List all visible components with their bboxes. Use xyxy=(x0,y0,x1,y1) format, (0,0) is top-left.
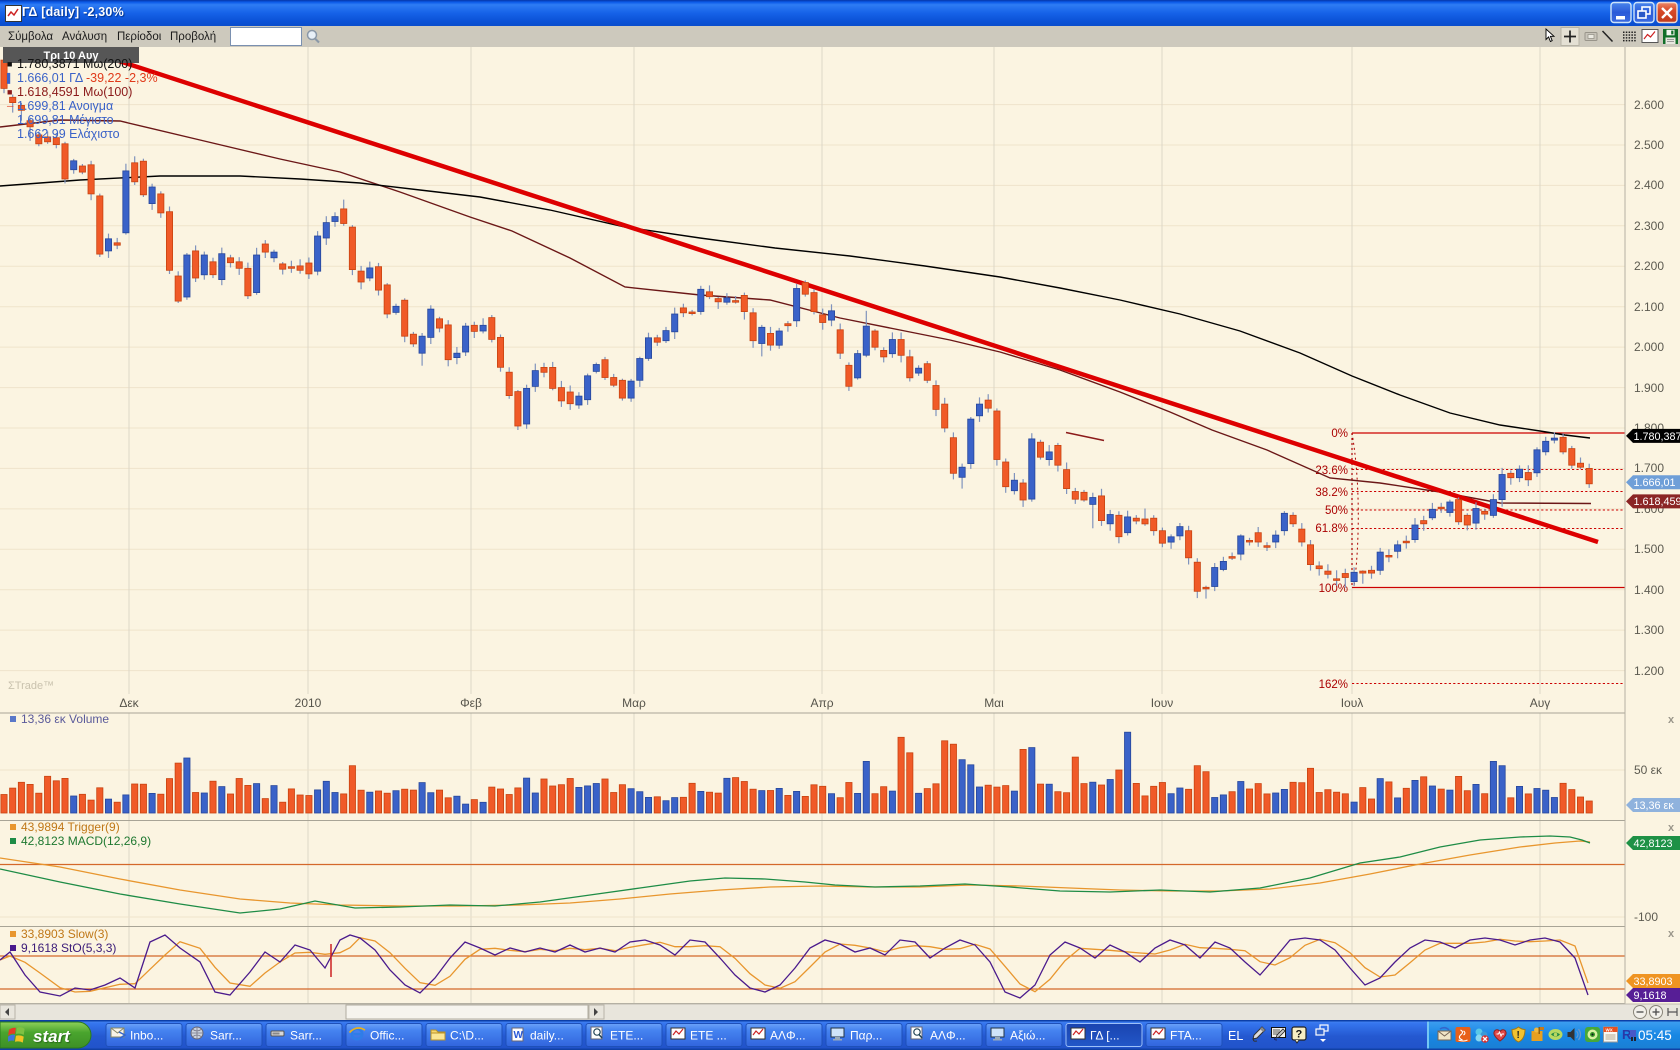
svg-text:2.500: 2.500 xyxy=(1634,138,1664,152)
svg-text:W: W xyxy=(514,1030,524,1041)
svg-text:50%: 50% xyxy=(1325,505,1348,517)
svg-text:daily...: daily... xyxy=(530,1029,564,1043)
svg-text:Αξιώ...: Αξιώ... xyxy=(1010,1029,1045,1043)
svg-text:ETE ...: ETE ... xyxy=(690,1029,727,1043)
svg-text:Απρ: Απρ xyxy=(810,696,833,710)
svg-text:!: ! xyxy=(1517,1030,1520,1041)
svg-text:1.400: 1.400 xyxy=(1634,583,1664,597)
svg-text:38.2%: 38.2% xyxy=(1315,487,1348,499)
svg-text:2.000: 2.000 xyxy=(1634,340,1664,354)
svg-text:1.666,01: 1.666,01 xyxy=(1634,477,1676,489)
svg-text:ΑΛΦ...: ΑΛΦ... xyxy=(770,1029,806,1043)
svg-text:13,36 εκ Volume: 13,36 εκ Volume xyxy=(21,712,109,726)
svg-text:1.618,4591 Μω(100): 1.618,4591 Μω(100) xyxy=(17,85,132,99)
svg-text:2010: 2010 xyxy=(295,696,322,710)
svg-text:x: x xyxy=(1668,714,1675,726)
svg-text:42,8123: 42,8123 xyxy=(1634,838,1673,850)
svg-text:1.699,81 Μέγιστο: 1.699,81 Μέγιστο xyxy=(17,113,114,127)
svg-text:1.700: 1.700 xyxy=(1634,461,1664,475)
svg-text:43,9894 Trigger(9): 43,9894 Trigger(9) xyxy=(21,820,120,834)
svg-text:EL: EL xyxy=(1228,1029,1243,1043)
svg-text:■: ■ xyxy=(7,59,12,69)
svg-text:2.300: 2.300 xyxy=(1634,219,1664,233)
svg-text:162%: 162% xyxy=(1319,679,1348,691)
svg-text:9,1618 StO(5,3,3): 9,1618 StO(5,3,3) xyxy=(21,941,116,955)
svg-text:ΣTrade™: ΣTrade™ xyxy=(8,680,54,692)
svg-text:33,8903 Slow(3): 33,8903 Slow(3) xyxy=(21,927,108,941)
svg-text:05:45: 05:45 xyxy=(1638,1028,1672,1043)
svg-text:50 εκ: 50 εκ xyxy=(1634,763,1663,777)
svg-text:33,8903: 33,8903 xyxy=(1634,976,1673,988)
svg-text:Offic...: Offic... xyxy=(370,1029,404,1043)
svg-text:FTA...: FTA... xyxy=(1170,1029,1202,1043)
svg-text:42,8123 MACD(12,26,9): 42,8123 MACD(12,26,9) xyxy=(21,834,151,848)
svg-text:Μαι: Μαι xyxy=(984,696,1004,710)
svg-text:1.780,387: 1.780,387 xyxy=(1634,431,1680,443)
svg-text:R: R xyxy=(1622,1027,1632,1042)
svg-text:ΕΤΕ...: ΕΤΕ... xyxy=(610,1029,643,1043)
svg-text:Παρ...: Παρ... xyxy=(850,1029,882,1043)
svg-text:2.600: 2.600 xyxy=(1634,98,1664,112)
svg-text:100%: 100% xyxy=(1319,583,1348,595)
svg-text:1.662,99 Ελάχιστο: 1.662,99 Ελάχιστο xyxy=(17,127,120,141)
svg-text:ΓΔ [...: ΓΔ [... xyxy=(1090,1029,1120,1043)
svg-text:▌: ▌ xyxy=(7,72,13,84)
svg-text:x: x xyxy=(1668,822,1675,834)
svg-text:1.500: 1.500 xyxy=(1634,542,1664,556)
svg-text:ΑΛΦ...: ΑΛΦ... xyxy=(930,1029,966,1043)
svg-text:?: ? xyxy=(1296,1029,1303,1041)
svg-text:9,1618: 9,1618 xyxy=(1634,990,1667,1002)
svg-text:Φεβ: Φεβ xyxy=(460,696,482,710)
svg-text:1.300: 1.300 xyxy=(1634,623,1664,637)
svg-text:0%: 0% xyxy=(1331,428,1348,440)
svg-text:Δεκ: Δεκ xyxy=(119,696,139,710)
svg-text:Τρι 10 Αυγ: Τρι 10 Αυγ xyxy=(44,50,100,62)
svg-text:1.666,01 ΓΔ -39,22 -2,3%: 1.666,01 ΓΔ -39,22 -2,3% xyxy=(17,71,158,85)
svg-text:23.6%: 23.6% xyxy=(1315,465,1348,477)
svg-text:Sarr...: Sarr... xyxy=(290,1029,322,1043)
svg-text:1.200: 1.200 xyxy=(1634,664,1664,678)
svg-text:Inbo...: Inbo... xyxy=(130,1029,163,1043)
svg-text:-100: -100 xyxy=(1634,910,1658,924)
svg-text:1.780,3871 Μω(200): 1.780,3871 Μω(200) xyxy=(17,57,132,71)
svg-text:─: ─ xyxy=(6,101,14,111)
svg-text:Ιουλ: Ιουλ xyxy=(1341,696,1364,710)
svg-text:61.8%: 61.8% xyxy=(1315,523,1348,535)
svg-text:2.400: 2.400 xyxy=(1634,178,1664,192)
svg-text:1.699,81 Ανοιγμα: 1.699,81 Ανοιγμα xyxy=(17,99,113,113)
svg-text:2.200: 2.200 xyxy=(1634,259,1664,273)
svg-text:■: ■ xyxy=(7,87,12,97)
svg-text:1.900: 1.900 xyxy=(1634,381,1664,395)
svg-text:Μαρ: Μαρ xyxy=(622,696,646,710)
svg-text:1.618,459: 1.618,459 xyxy=(1634,496,1680,508)
svg-text:13,36 εκ: 13,36 εκ xyxy=(1634,800,1675,812)
svg-text:C:\D...: C:\D... xyxy=(450,1029,484,1043)
svg-text:WX: WX xyxy=(1606,1028,1613,1033)
svg-text:start: start xyxy=(33,1027,71,1046)
svg-text:x: x xyxy=(1668,928,1675,940)
svg-text:Sarr...: Sarr... xyxy=(210,1029,242,1043)
svg-text:2.100: 2.100 xyxy=(1634,300,1664,314)
svg-text:Αυγ: Αυγ xyxy=(1530,696,1551,710)
svg-text:Ιουν: Ιουν xyxy=(1151,696,1174,710)
